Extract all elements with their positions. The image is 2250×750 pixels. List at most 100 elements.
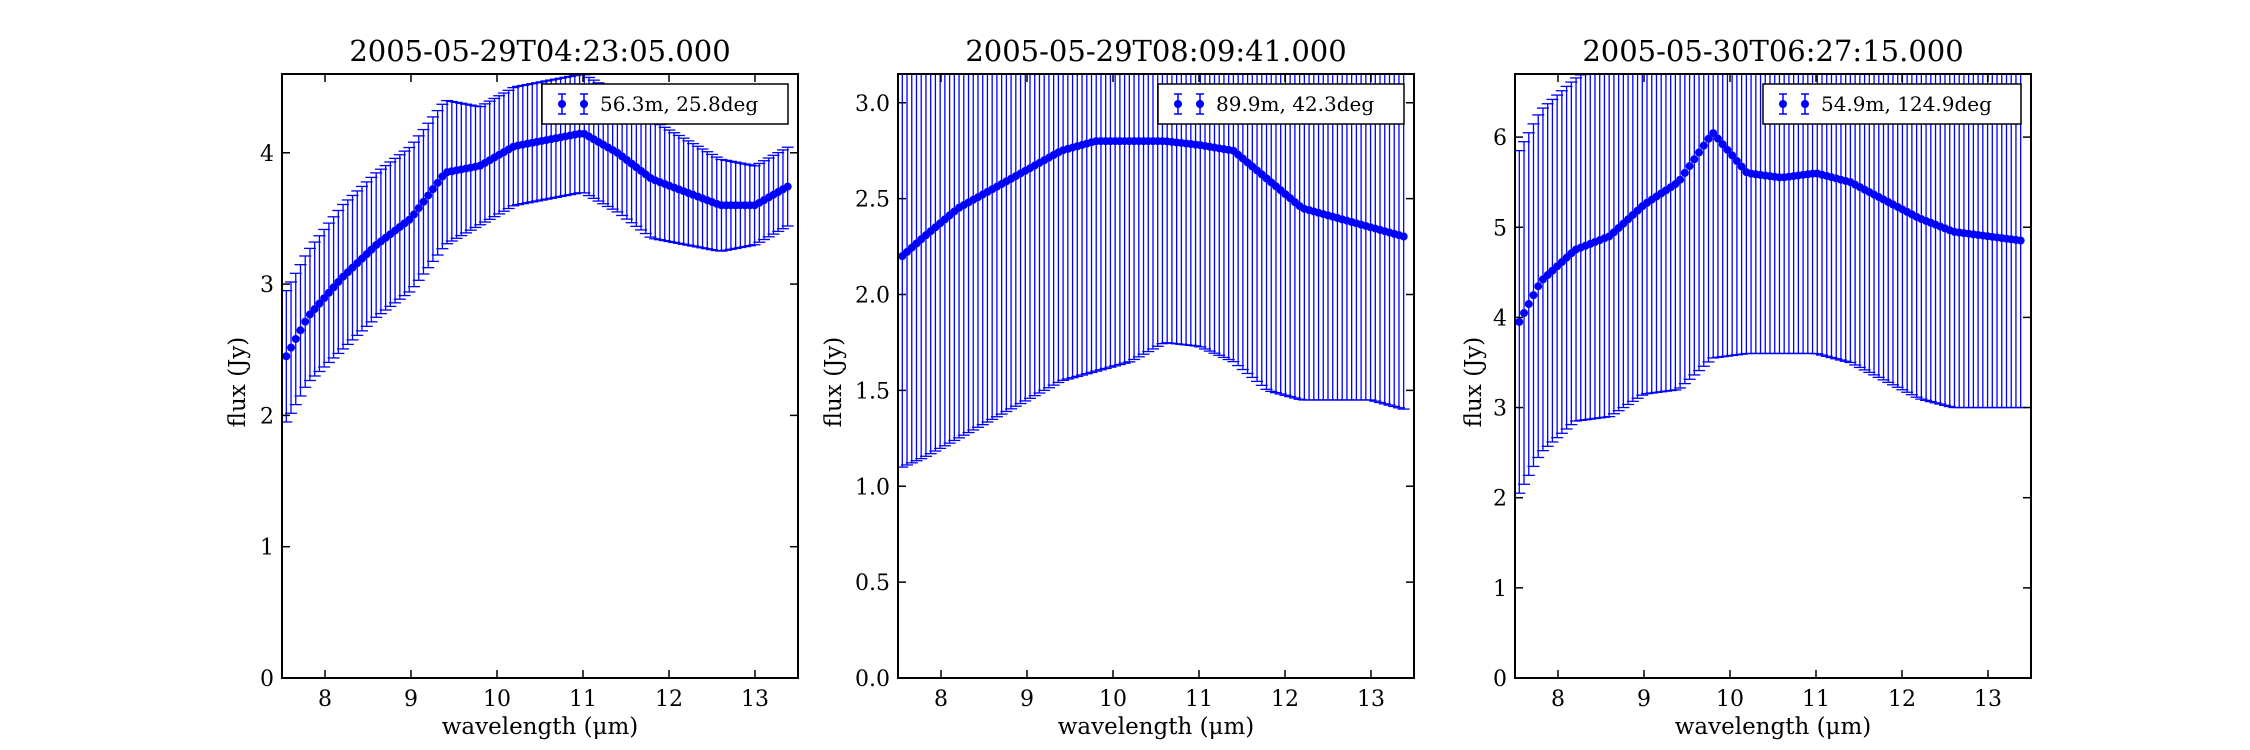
x-tick-label: 13 — [1357, 687, 1385, 712]
x-tick-label: 13 — [741, 687, 769, 712]
plot-frame — [1514, 73, 2032, 679]
plot-frame — [281, 73, 799, 679]
x-tick-label: 13 — [1974, 687, 2002, 712]
legend: 89.9m, 42.3deg — [1157, 83, 1405, 125]
data-point — [1732, 156, 1741, 165]
x-tick-label: 10 — [1716, 687, 1744, 712]
data-point — [1529, 291, 1538, 300]
panel-1-ylabel: flux (Jy) — [225, 336, 251, 428]
data-point — [414, 204, 423, 213]
x-tick-label: 12 — [655, 687, 683, 712]
data-point — [310, 305, 319, 314]
legend-marker — [558, 100, 566, 108]
y-tick-label: 2 — [1493, 487, 1507, 512]
data-point — [1728, 151, 1737, 160]
data-point — [1709, 129, 1718, 138]
data-point — [428, 185, 437, 194]
x-tick-label: 11 — [569, 687, 597, 712]
x-tick-label: 9 — [404, 687, 418, 712]
panel-1-title: 2005-05-29T04:23:05.000 — [349, 34, 731, 68]
data-point — [1534, 282, 1543, 291]
legend-label: 89.9m, 42.3deg — [1216, 92, 1374, 116]
panel-1-xlabel: wavelength (μm) — [441, 714, 639, 740]
legend-label: 56.3m, 25.8deg — [600, 92, 758, 116]
data-point — [1704, 134, 1713, 143]
y-tick-label: 5 — [1493, 216, 1507, 241]
plot-area — [282, 74, 794, 423]
y-tick-label: 1.0 — [855, 475, 890, 500]
panel-3-title: 2005-05-30T06:27:15.000 — [1582, 34, 1964, 68]
data-point — [410, 210, 419, 219]
x-tick-label: 8 — [1551, 687, 1565, 712]
y-tick-label: 0.0 — [855, 667, 890, 692]
data-point — [1399, 232, 1408, 241]
legend-marker — [1196, 100, 1204, 108]
data-point — [1699, 141, 1708, 150]
data-point — [1690, 155, 1699, 164]
y-tick-label: 4 — [260, 142, 274, 167]
data-point — [1737, 162, 1746, 171]
y-tick-label: 4 — [1493, 306, 1507, 331]
legend-label: 54.9m, 124.9deg — [1821, 92, 1992, 116]
x-tick-label: 9 — [1020, 687, 1034, 712]
x-tick-label: 9 — [1637, 687, 1651, 712]
data-point — [315, 299, 324, 308]
panel-3-xlabel: wavelength (μm) — [1674, 714, 1872, 740]
data-point — [1524, 300, 1533, 309]
legend: 56.3m, 25.8deg — [541, 83, 789, 125]
data-point — [1723, 145, 1732, 154]
data-point — [783, 182, 792, 191]
data-point — [405, 215, 414, 224]
data-point — [1685, 162, 1694, 171]
y-tick-label: 2 — [260, 404, 274, 429]
legend-marker — [1174, 100, 1182, 108]
x-tick-label: 8 — [934, 687, 948, 712]
y-tick-label: 3 — [260, 273, 274, 298]
panel-3-ylabel: flux (Jy) — [1461, 336, 1487, 428]
data-point — [1680, 168, 1689, 177]
y-tick-label: 2.5 — [855, 188, 890, 213]
x-tick-label: 8 — [318, 687, 332, 712]
y-tick-label: 6 — [1493, 126, 1507, 151]
x-tick-label: 10 — [483, 687, 511, 712]
y-tick-label: 0 — [1493, 667, 1507, 692]
data-point — [282, 352, 291, 361]
y-tick-label: 1 — [260, 536, 274, 561]
legend-marker — [1779, 100, 1787, 108]
data-point — [2016, 236, 2025, 245]
panel-2-ylabel: flux (Jy) — [821, 336, 847, 428]
panel-2-title: 2005-05-29T08:09:41.000 — [965, 34, 1347, 68]
legend-box — [1157, 83, 1405, 125]
data-point — [324, 288, 333, 297]
data-point — [291, 334, 300, 343]
data-point — [1718, 140, 1727, 149]
y-tick-label: 0.5 — [855, 571, 890, 596]
data-point — [1515, 317, 1524, 326]
data-point — [1520, 308, 1529, 317]
y-tick-label: 0 — [260, 667, 274, 692]
y-tick-label: 3 — [1493, 397, 1507, 422]
x-tick-label: 12 — [1888, 687, 1916, 712]
panel-2: 8 9 10 11 12 13 0.0 0.5 1.0 1.5 2.0 2.5 3.0 89.9m, 42… — [855, 73, 1415, 712]
x-tick-label: 11 — [1802, 687, 1830, 712]
panel-2-xlabel: wavelength (μm) — [1057, 714, 1255, 740]
data-point — [1695, 148, 1704, 157]
data-point — [287, 343, 296, 352]
legend: 54.9m, 124.9deg — [1762, 83, 2022, 125]
data-point — [320, 294, 329, 303]
data-point — [424, 191, 433, 200]
data-point — [296, 326, 305, 335]
y-tick-label: 2.0 — [855, 284, 890, 309]
data-point — [1713, 134, 1722, 143]
data-point — [301, 317, 310, 326]
plot-area — [898, 74, 1410, 468]
data-point — [334, 277, 343, 286]
legend-marker — [580, 100, 588, 108]
plot-frame — [897, 73, 1415, 679]
plot-area — [1515, 74, 2027, 494]
y-tick-label: 3.0 — [855, 92, 890, 117]
data-point — [1676, 175, 1685, 184]
